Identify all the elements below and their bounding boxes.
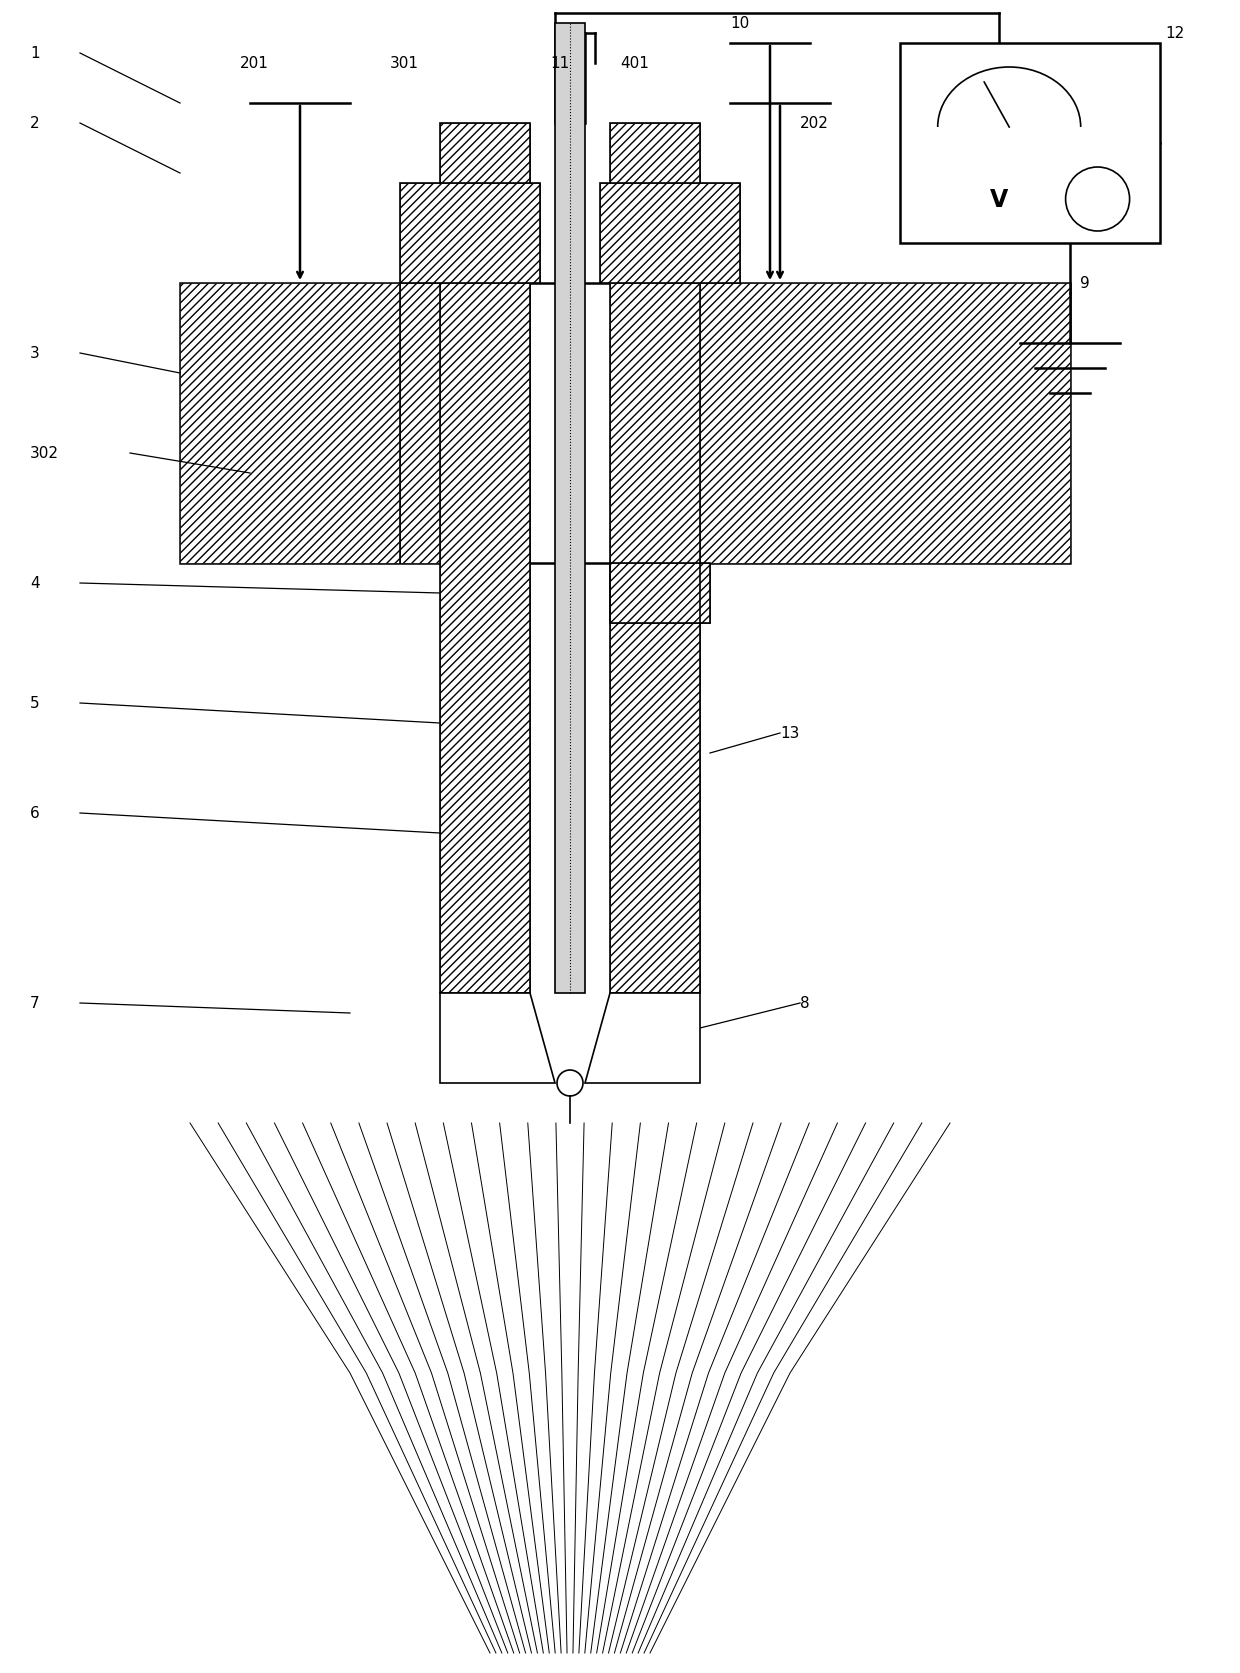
Text: 302: 302 xyxy=(30,447,60,462)
Bar xyxy=(440,124,529,994)
Text: 11: 11 xyxy=(551,57,569,72)
Bar xyxy=(900,43,1159,244)
Bar xyxy=(401,284,529,564)
Bar xyxy=(610,124,701,994)
Bar xyxy=(180,284,1070,564)
Bar xyxy=(556,23,585,994)
Bar xyxy=(610,564,711,624)
Bar xyxy=(180,284,401,564)
Text: 2: 2 xyxy=(30,117,40,132)
Text: 10: 10 xyxy=(730,17,749,32)
Text: 202: 202 xyxy=(800,117,828,132)
Bar xyxy=(401,184,539,284)
Text: 4: 4 xyxy=(30,576,40,591)
Text: 9: 9 xyxy=(1080,276,1090,291)
Bar xyxy=(610,564,711,624)
Text: 1: 1 xyxy=(30,47,40,62)
Text: 8: 8 xyxy=(800,995,810,1010)
Bar xyxy=(650,284,1070,564)
Bar xyxy=(600,184,740,284)
Polygon shape xyxy=(440,994,556,1084)
Text: 12: 12 xyxy=(1166,27,1184,42)
Text: 6: 6 xyxy=(30,806,40,821)
Text: 201: 201 xyxy=(241,57,269,72)
Text: 301: 301 xyxy=(391,57,419,72)
Bar xyxy=(401,184,539,284)
Text: 7: 7 xyxy=(30,995,40,1010)
Text: V: V xyxy=(990,187,1008,212)
Text: 5: 5 xyxy=(30,696,40,711)
Text: 401: 401 xyxy=(620,57,649,72)
Bar xyxy=(440,124,529,994)
Bar xyxy=(600,184,740,284)
Polygon shape xyxy=(585,994,701,1084)
Text: 3: 3 xyxy=(30,346,40,361)
Text: 13: 13 xyxy=(780,726,800,741)
Bar xyxy=(610,124,701,994)
Circle shape xyxy=(557,1071,583,1096)
